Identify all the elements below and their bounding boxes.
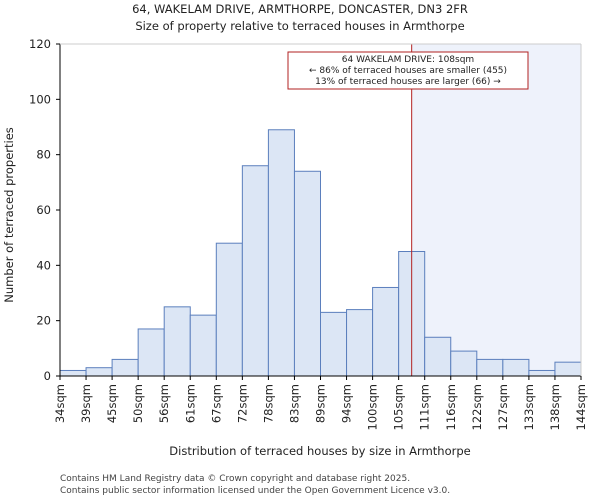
x-ticks-group: 34sqm 39sqm 45sqm 50sqm 56sqm 61sqm 67sqm 72sqm…	[53, 376, 588, 430]
bar-111sqm	[424, 336, 452, 377]
x-tick-label: 94sqm	[340, 384, 354, 423]
x-tick-label: 72sqm	[235, 384, 249, 423]
x-tick-label: 83sqm	[287, 384, 301, 423]
y-tick-label: 0	[44, 369, 51, 383]
y-tick-label: 120	[29, 37, 51, 51]
y-tick-label: 40	[36, 258, 51, 272]
x-tick-label: 138sqm	[548, 384, 562, 430]
x-tick-label: 67sqm	[209, 384, 223, 423]
footer-line-1: Contains HM Land Registry data © Crown c…	[60, 474, 410, 484]
larger-region-highlight	[411, 44, 581, 376]
bar-89sqm	[320, 311, 348, 377]
x-tick-label: 78sqm	[261, 384, 275, 423]
bar-122sqm	[476, 358, 504, 377]
bar-39sqm	[85, 367, 113, 377]
annotation-line-3: 13% of terraced houses are larger (66) →	[315, 77, 501, 87]
x-tick-label: 45sqm	[105, 384, 119, 423]
bar-116sqm	[450, 350, 478, 377]
x-tick-label: 144sqm	[574, 384, 588, 430]
bar-50sqm	[137, 328, 165, 377]
bar-83sqm	[293, 170, 322, 377]
x-tick-label: 122sqm	[470, 384, 484, 430]
bar-34sqm	[59, 369, 87, 377]
x-tick-label: 111sqm	[418, 384, 432, 430]
bar-45sqm	[111, 358, 139, 377]
bar-138sqm	[554, 361, 582, 377]
bar-56sqm	[163, 306, 191, 377]
x-tick-label: 127sqm	[496, 384, 510, 430]
x-tick-label: 61sqm	[183, 384, 197, 423]
x-tick-label: 56sqm	[157, 384, 171, 423]
y-tick-label: 60	[36, 203, 51, 217]
bar-67sqm	[215, 242, 243, 377]
chart-subtitle: Size of property relative to terraced ho…	[135, 19, 464, 33]
bars-group	[59, 129, 582, 377]
x-tick-label: 89sqm	[314, 384, 328, 423]
annotation-line-2: ← 86% of terraced houses are smaller (45…	[309, 66, 507, 76]
y-tick-label: 80	[36, 148, 51, 162]
x-tick-label: 133sqm	[522, 384, 536, 430]
x-tick-label: 116sqm	[444, 384, 458, 430]
bar-61sqm	[189, 314, 217, 377]
x-axis-label: Distribution of terraced houses by size …	[169, 444, 470, 458]
bar-100sqm	[372, 286, 400, 377]
annotation-line-1: 64 WAKELAM DRIVE: 108sqm	[342, 55, 474, 65]
x-tick-label: 34sqm	[53, 384, 67, 423]
x-tick-label: 50sqm	[131, 384, 145, 423]
annotation-box	[287, 51, 529, 90]
y-axis-label: Number of terraced properties	[2, 127, 16, 303]
y-ticks-group: 0 20 40 60 80 100 120	[29, 37, 60, 383]
bar-127sqm	[502, 358, 530, 377]
bar-94sqm	[346, 309, 374, 377]
chart-title: 64, WAKELAM DRIVE, ARMTHORPE, DONCASTER,…	[132, 2, 468, 16]
x-tick-label: 39sqm	[79, 384, 93, 423]
y-tick-label: 100	[29, 92, 51, 106]
bar-72sqm	[241, 165, 269, 377]
x-tick-label: 105sqm	[392, 384, 406, 430]
bar-78sqm	[267, 129, 295, 377]
x-tick-label: 100sqm	[366, 384, 380, 430]
footer-line-2: Contains public sector information licen…	[60, 486, 450, 496]
bar-133sqm	[528, 369, 556, 377]
y-tick-label: 20	[36, 314, 51, 328]
